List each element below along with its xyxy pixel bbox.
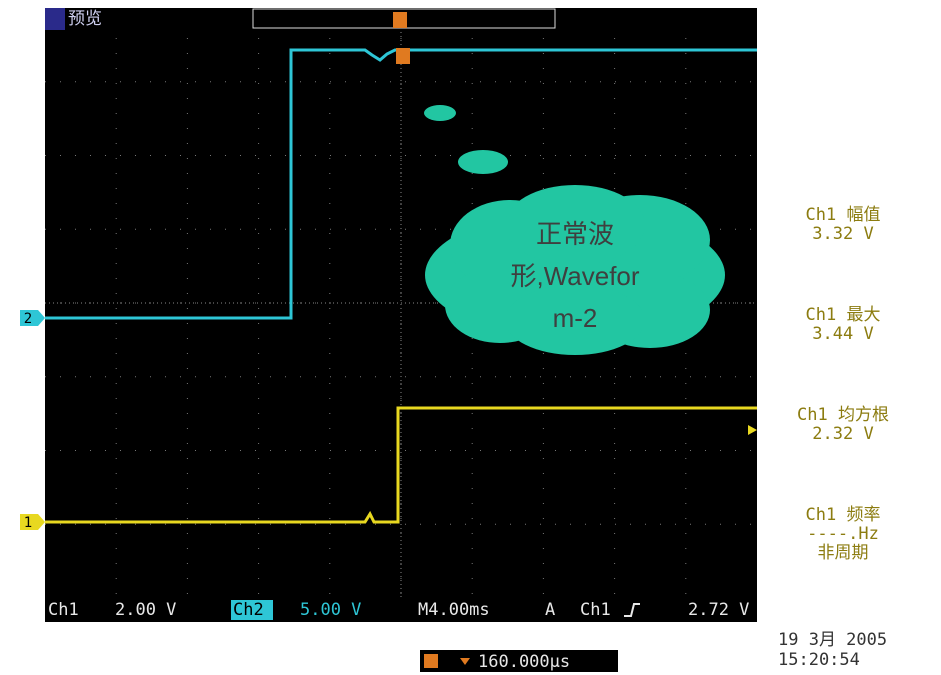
- callout-line: 形,Wavefor: [510, 261, 639, 291]
- trigger-level: 2.72 V: [688, 600, 749, 620]
- measurement-line: ----.Hz: [807, 524, 879, 544]
- oscilloscope-screen: 预览 2 1 正常波 形,Wavefor m-2 Ch1 2.00 V Ch2 …: [0, 0, 941, 675]
- measurement-line: Ch1 均方根: [797, 405, 889, 425]
- measurement-line: Ch1 幅值: [806, 205, 881, 225]
- trigger-mode: A: [545, 600, 555, 620]
- callout-line: m-2: [553, 303, 598, 333]
- time: 15:20:54: [778, 650, 860, 670]
- position-value: 160.000µs: [478, 652, 570, 672]
- date: 19 3月 2005: [778, 630, 887, 650]
- trigger-pos-icon: [393, 12, 407, 28]
- measurement-line: 3.32 V: [812, 224, 873, 244]
- measurement-line: Ch1 频率: [806, 505, 881, 525]
- trigger-source: Ch1: [580, 600, 611, 620]
- timebase: M4.00ms: [418, 600, 490, 620]
- ch1-label: Ch1: [48, 600, 79, 620]
- ch2-marker-label: 2: [24, 311, 32, 327]
- callout-line: 正常波: [536, 219, 614, 249]
- measurement-line: 2.32 V: [812, 424, 873, 444]
- measurement-line: Ch1 最大: [806, 305, 881, 325]
- measurement-line: 3.44 V: [812, 324, 873, 344]
- ch1-scale: 2.00 V: [115, 600, 176, 620]
- ch2-label: Ch2: [233, 600, 264, 620]
- mode-icon: [45, 8, 65, 30]
- ch2-scale: 5.00 V: [300, 600, 361, 620]
- ch1-marker-label: 1: [24, 515, 32, 531]
- trigger-marker: [396, 48, 410, 64]
- measurement-line: 非周期: [818, 543, 869, 563]
- position-icon: [424, 654, 438, 668]
- mode-label: 预览: [68, 9, 102, 29]
